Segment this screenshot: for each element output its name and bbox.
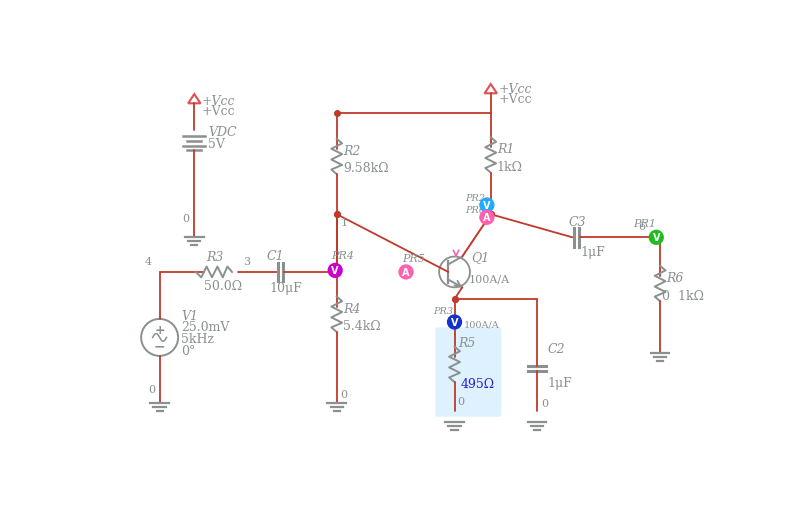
Text: 5kHz: 5kHz [181, 333, 214, 346]
Text: C1: C1 [267, 249, 284, 262]
Text: −: − [154, 338, 165, 352]
Text: R6: R6 [666, 271, 684, 285]
Text: R2: R2 [343, 145, 360, 157]
Text: PR3: PR3 [433, 306, 453, 316]
Text: C2: C2 [547, 343, 566, 356]
Text: R4: R4 [343, 302, 360, 315]
Text: 0  1kΩ: 0 1kΩ [662, 289, 705, 302]
Text: V: V [332, 266, 339, 276]
Text: 1: 1 [340, 217, 348, 228]
Text: V: V [483, 201, 491, 211]
Text: +Vcc: +Vcc [499, 83, 532, 96]
Text: 5V: 5V [208, 137, 225, 151]
Text: PR6: PR6 [465, 206, 486, 215]
Circle shape [480, 211, 494, 225]
Text: 50.0Ω: 50.0Ω [205, 280, 242, 293]
Text: 1kΩ: 1kΩ [497, 161, 523, 174]
Text: 0: 0 [457, 397, 464, 407]
Text: R1: R1 [497, 143, 515, 156]
Text: 5.4kΩ: 5.4kΩ [343, 320, 380, 333]
Text: +Vcc: +Vcc [499, 93, 532, 106]
Text: 4: 4 [145, 257, 151, 267]
Text: 3: 3 [243, 257, 250, 267]
Text: R5: R5 [459, 336, 475, 350]
Text: A: A [483, 213, 491, 223]
Text: 1μF: 1μF [547, 376, 572, 389]
Text: +: + [154, 324, 165, 336]
Text: 25.0mV: 25.0mV [181, 321, 229, 333]
Text: 495Ω: 495Ω [461, 377, 495, 390]
Text: 6: 6 [638, 221, 646, 231]
Circle shape [328, 264, 342, 278]
Text: 1μF: 1μF [580, 245, 605, 258]
Text: PR4: PR4 [332, 250, 354, 261]
Circle shape [399, 266, 413, 279]
Text: PR5: PR5 [402, 253, 425, 264]
Text: VDC: VDC [208, 125, 237, 138]
Text: A: A [402, 267, 410, 277]
Text: V: V [653, 233, 660, 243]
Text: Q1: Q1 [471, 250, 490, 264]
Text: PR2: PR2 [465, 193, 486, 203]
Circle shape [447, 316, 462, 329]
Text: C3: C3 [569, 216, 586, 229]
FancyBboxPatch shape [435, 328, 502, 417]
Text: 0: 0 [340, 389, 348, 399]
Text: V: V [451, 318, 459, 327]
Text: 0: 0 [148, 384, 155, 394]
Text: +Vcc: +Vcc [202, 95, 236, 107]
Text: 9.58kΩ: 9.58kΩ [343, 162, 388, 175]
Circle shape [650, 231, 663, 245]
Circle shape [480, 199, 494, 212]
Text: PR1: PR1 [633, 219, 656, 229]
Text: 0: 0 [183, 214, 190, 223]
Text: 10μF: 10μF [270, 281, 303, 294]
Text: +Vcc: +Vcc [202, 104, 236, 118]
Text: 0°: 0° [181, 344, 196, 357]
Text: 100A/A: 100A/A [468, 273, 510, 284]
Text: 100A/A: 100A/A [463, 320, 499, 328]
Text: V1: V1 [181, 310, 198, 323]
Text: R3: R3 [206, 250, 223, 264]
Text: 0: 0 [541, 398, 548, 408]
